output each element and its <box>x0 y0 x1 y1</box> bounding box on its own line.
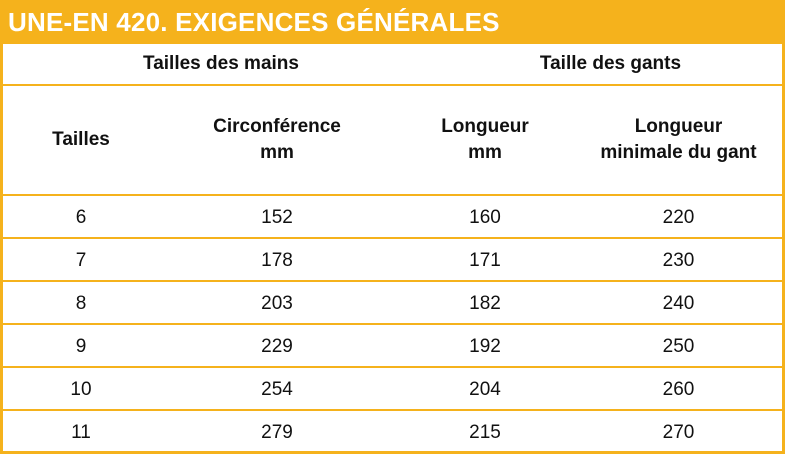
column-header-size-label: Tailles <box>52 129 110 150</box>
cell-length: 192 <box>469 336 501 357</box>
table-row: 6 152 160 220 <box>3 196 782 239</box>
cell-size: 11 <box>71 422 91 443</box>
table-title: UNE-EN 420. EXIGENCES GÉNÉRALES <box>0 0 785 44</box>
group-header-row: Tailles des mains Taille des gants <box>3 44 782 86</box>
column-header-length: Longueur mm <box>395 86 575 194</box>
group-header-hand-sizes: Tailles des mains <box>143 53 299 74</box>
column-header-min-length-line1: Longueur <box>634 116 723 137</box>
cell-length: 215 <box>469 422 501 443</box>
cell-circumference: 254 <box>261 379 293 400</box>
cell-size: 9 <box>75 336 87 357</box>
cell-min-length: 260 <box>662 379 695 400</box>
column-header-min-length: Longueur minimale du gant <box>575 86 782 194</box>
table-row: 11 279 215 270 <box>3 411 782 454</box>
cell-circumference: 203 <box>261 293 293 314</box>
column-header-min-length-line2: minimale du gant <box>600 142 757 163</box>
cell-size: 8 <box>75 293 87 314</box>
column-header-length-line1: Longueur <box>441 116 529 137</box>
cell-min-length: 220 <box>662 207 695 228</box>
cell-size: 10 <box>70 379 92 400</box>
cell-length: 182 <box>469 293 501 314</box>
column-header-circumference-line2: mm <box>260 142 294 163</box>
column-header-size: Tailles <box>3 86 159 194</box>
cell-size: 6 <box>75 207 87 228</box>
cell-circumference: 152 <box>261 207 293 228</box>
cell-min-length: 250 <box>662 336 695 357</box>
cell-circumference: 178 <box>261 250 293 271</box>
column-header-circumference-line1: Circonférence <box>213 116 341 137</box>
cell-min-length: 230 <box>662 250 695 271</box>
cell-length: 204 <box>469 379 501 400</box>
column-header-row: Tailles Circonférence mm Longueur mm Lon… <box>3 86 782 196</box>
table-row: 8 203 182 240 <box>3 282 782 325</box>
cell-min-length: 270 <box>662 422 695 443</box>
cell-circumference: 279 <box>261 422 293 443</box>
table-row: 9 229 192 250 <box>3 325 782 368</box>
table-body: 6 152 160 220 7 178 171 230 8 203 182 24… <box>3 196 782 454</box>
table-row: 10 254 204 260 <box>3 368 782 411</box>
column-header-length-line2: mm <box>468 142 502 163</box>
cell-circumference: 229 <box>261 336 293 357</box>
column-header-circumference: Circonférence mm <box>159 86 395 194</box>
cell-length: 171 <box>469 250 501 271</box>
table-row: 7 178 171 230 <box>3 239 782 282</box>
group-header-glove-size: Taille des gants <box>539 53 682 74</box>
cell-min-length: 240 <box>662 293 695 314</box>
cell-size: 7 <box>75 250 87 271</box>
cell-length: 160 <box>469 207 501 228</box>
